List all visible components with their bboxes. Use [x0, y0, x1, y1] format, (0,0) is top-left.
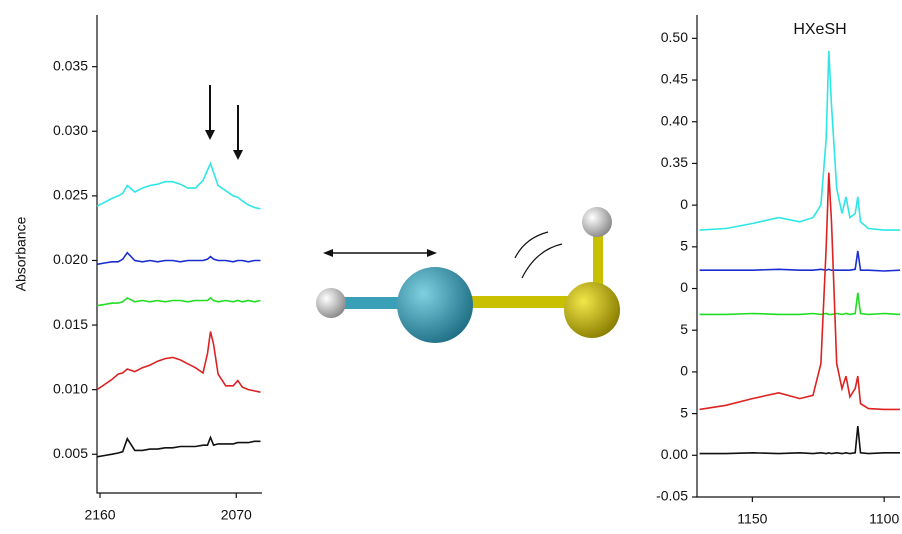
molecule [316, 207, 620, 343]
x-tick-label: 1150 [737, 511, 767, 527]
motion-arc [514, 231, 549, 259]
bond [593, 225, 603, 285]
y-tick-label: 5 [680, 404, 688, 420]
y-tick-label: 0.035 [53, 57, 88, 73]
spectrum-line [96, 161, 261, 210]
atom-xe [397, 267, 473, 343]
spectrum-line [96, 331, 261, 393]
y-tick-label: 0.025 [53, 187, 88, 203]
bond [470, 296, 570, 308]
spectrum-line [699, 172, 900, 411]
y-tick-label: -0.05 [656, 488, 688, 504]
y-tick-label: 0.00 [661, 446, 688, 462]
y-tick-label: 0.015 [53, 316, 88, 332]
y-tick-label: 0.010 [53, 380, 88, 396]
arrow-head [427, 249, 437, 257]
atom-s [564, 282, 620, 338]
bond [340, 297, 405, 309]
y-tick-label: 0.030 [53, 122, 88, 138]
y-axis-label: Absorbance [13, 216, 29, 291]
axis-line [696, 15, 900, 498]
spectrum-line [96, 435, 261, 458]
y-tick-label: 5 [680, 321, 688, 337]
spectrum-line [96, 296, 261, 307]
spectrum-line [699, 250, 901, 272]
spectrum-line [96, 251, 261, 266]
annotation-arrow-head [205, 130, 215, 140]
y-tick-label: 0.45 [661, 71, 688, 87]
arrow-head [323, 249, 333, 257]
annotation-arrow-head [233, 150, 243, 160]
x-tick-label: 2160 [84, 507, 115, 523]
motion-arc [521, 243, 563, 279]
spectrum-line [699, 50, 900, 231]
y-tick-label: 0 [680, 363, 688, 379]
atom-h [316, 288, 346, 318]
y-tick-label: 0.50 [661, 29, 688, 45]
chart-title: HXeSH [793, 21, 846, 38]
axis-line [96, 15, 262, 494]
spectrum-line [699, 292, 901, 316]
atom-h [582, 207, 612, 237]
y-tick-label: 0.020 [53, 251, 88, 267]
y-tick-label: 5 [680, 238, 688, 254]
x-tick-label: 1100 [869, 511, 899, 527]
y-tick-label: 0.40 [661, 112, 688, 128]
x-tick-label: 2070 [221, 507, 252, 523]
y-tick-label: 0.005 [53, 445, 88, 461]
y-tick-label: 0.35 [661, 154, 688, 170]
y-tick-label: 0 [680, 279, 688, 295]
y-tick-label: 0 [680, 196, 688, 212]
spectrum-line [699, 426, 900, 455]
